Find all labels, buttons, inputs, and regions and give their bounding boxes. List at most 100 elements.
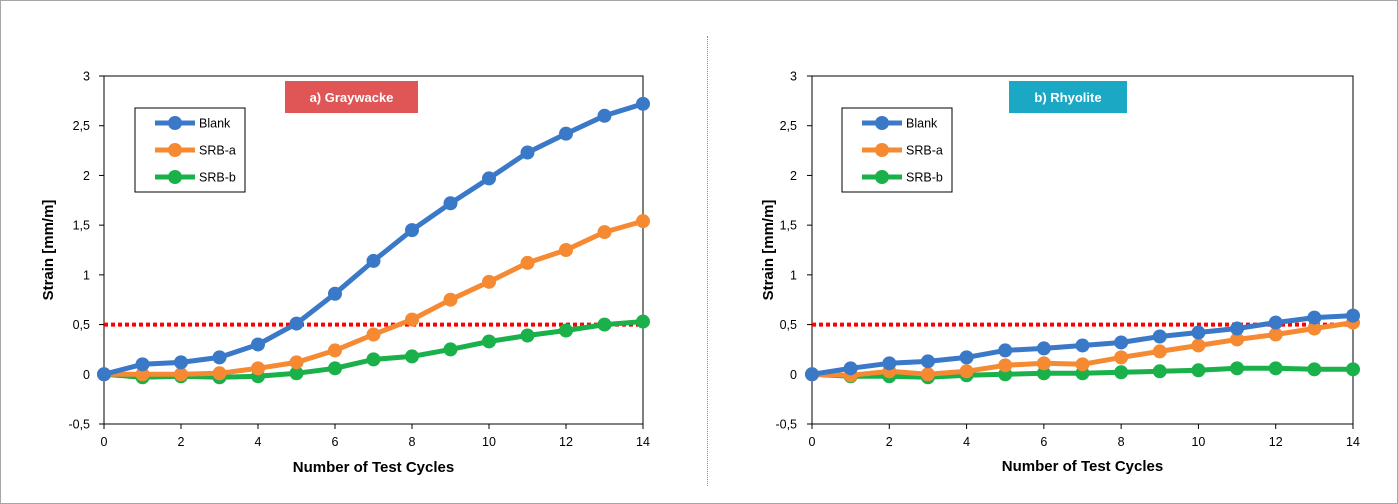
data-point-srb-b	[443, 342, 458, 357]
y-tick-label: -0,5	[68, 418, 90, 432]
x-tick-label: 12	[559, 435, 573, 449]
y-tick-label: -0,5	[775, 418, 797, 432]
data-point-srb-a	[405, 312, 419, 327]
data-point-srb-b	[405, 349, 419, 364]
data-point-srb-a	[998, 358, 1013, 373]
legend-swatch-marker	[875, 116, 889, 130]
x-tick-label: 0	[809, 435, 816, 449]
data-point-srb-a	[1075, 357, 1090, 372]
data-point-srb-a	[174, 367, 188, 382]
data-point-blank	[289, 316, 304, 331]
y-tick-label: 3	[83, 70, 90, 84]
panel-title: b) Rhyolite	[1034, 90, 1101, 105]
legend-label: SRB-b	[906, 171, 943, 185]
x-tick-label: 12	[1269, 435, 1283, 449]
legend-label: Blank	[906, 117, 938, 131]
data-point-blank	[1075, 338, 1090, 353]
x-tick-label: 6	[1040, 435, 1047, 449]
data-point-blank	[559, 126, 573, 141]
legend-swatch-marker	[875, 143, 889, 157]
y-tick-label: 2,5	[780, 119, 797, 133]
y-tick-label: 2	[790, 169, 797, 183]
data-point-srb-b	[1307, 362, 1322, 377]
data-point-srb-b	[1152, 364, 1167, 379]
panel-title-box	[1009, 81, 1127, 113]
legend-swatch-marker	[875, 170, 889, 184]
data-point-blank	[1114, 335, 1129, 350]
data-point-srb-b	[1114, 365, 1129, 380]
legend-swatch-marker	[168, 116, 182, 130]
data-point-srb-a	[1152, 344, 1167, 359]
panel-divider	[707, 36, 708, 486]
panel-title-box	[285, 81, 418, 113]
data-point-srb-a	[1036, 356, 1051, 371]
y-tick-label: 1	[83, 268, 90, 282]
data-point-srb-b	[559, 323, 573, 338]
data-point-srb-a	[559, 243, 573, 257]
data-point-srb-a	[1114, 350, 1129, 365]
y-axis-title: Strain [mm/m]	[40, 200, 57, 301]
data-point-blank	[1152, 329, 1167, 344]
data-point-srb-a	[597, 225, 612, 240]
data-point-blank	[135, 357, 150, 372]
data-point-blank	[998, 343, 1013, 358]
data-point-blank	[920, 354, 935, 369]
data-point-blank	[1346, 308, 1360, 323]
data-point-srb-b	[1191, 363, 1206, 378]
data-point-srb-b	[1346, 362, 1360, 377]
legend-swatch-marker	[168, 170, 182, 184]
data-point-blank	[482, 171, 496, 186]
y-tick-label: 0	[83, 368, 90, 382]
data-point-srb-a	[520, 255, 535, 270]
y-axis-title: Strain [mm/m]	[760, 200, 777, 301]
x-tick-label: 2	[178, 435, 185, 449]
x-tick-label: 10	[482, 435, 496, 449]
legend-swatch-marker	[168, 143, 182, 157]
y-tick-label: 1,5	[780, 219, 797, 233]
chart-panel-2: -0,5 0 0,5 1 1,5 2 2,5 3 0 2 4 6 8 10 12 14 Number of Te…	[760, 70, 1360, 475]
data-point-srb-b	[1036, 366, 1051, 381]
x-tick-label: 8	[409, 435, 416, 449]
data-point-blank	[328, 286, 342, 301]
data-point-srb-a	[443, 292, 458, 307]
data-point-srb-a	[135, 367, 150, 382]
data-point-srb-b	[1268, 361, 1283, 376]
data-point-srb-b	[520, 328, 535, 343]
data-point-srb-a	[1268, 327, 1283, 342]
data-point-blank	[97, 367, 111, 382]
x-axis-title: Number of Test Cycles	[1002, 458, 1163, 475]
data-point-blank	[959, 350, 974, 365]
x-tick-label: 2	[886, 435, 893, 449]
data-point-blank	[366, 253, 381, 268]
data-point-srb-b	[1230, 361, 1245, 376]
legend-label: SRB-a	[199, 144, 236, 158]
data-point-blank	[1036, 341, 1051, 356]
data-point-srb-a	[636, 214, 650, 229]
data-point-blank	[520, 145, 535, 160]
y-tick-label: 2,5	[73, 119, 90, 133]
legend-label: SRB-b	[199, 171, 236, 185]
x-tick-label: 14	[636, 435, 650, 449]
data-point-srb-a	[959, 364, 974, 379]
data-point-blank	[636, 96, 650, 111]
data-point-srb-b	[289, 366, 304, 381]
data-point-blank	[1230, 321, 1245, 336]
y-tick-label: 0,5	[73, 318, 90, 332]
data-point-srb-a	[1230, 332, 1245, 347]
legend-label: SRB-a	[906, 144, 943, 158]
data-point-srb-a	[482, 274, 496, 289]
data-point-srb-a	[212, 366, 227, 381]
y-tick-label: 1,5	[73, 219, 90, 233]
data-point-blank	[1191, 325, 1206, 340]
data-point-srb-a	[251, 361, 265, 376]
data-point-blank	[212, 350, 227, 365]
data-point-blank	[597, 108, 612, 123]
data-point-srb-a	[366, 327, 381, 342]
data-point-srb-a	[1307, 321, 1322, 336]
data-point-blank	[805, 367, 819, 382]
x-tick-label: 4	[963, 435, 970, 449]
x-tick-label: 6	[332, 435, 339, 449]
y-tick-label: 0,5	[780, 318, 797, 332]
data-point-blank	[1268, 315, 1283, 330]
